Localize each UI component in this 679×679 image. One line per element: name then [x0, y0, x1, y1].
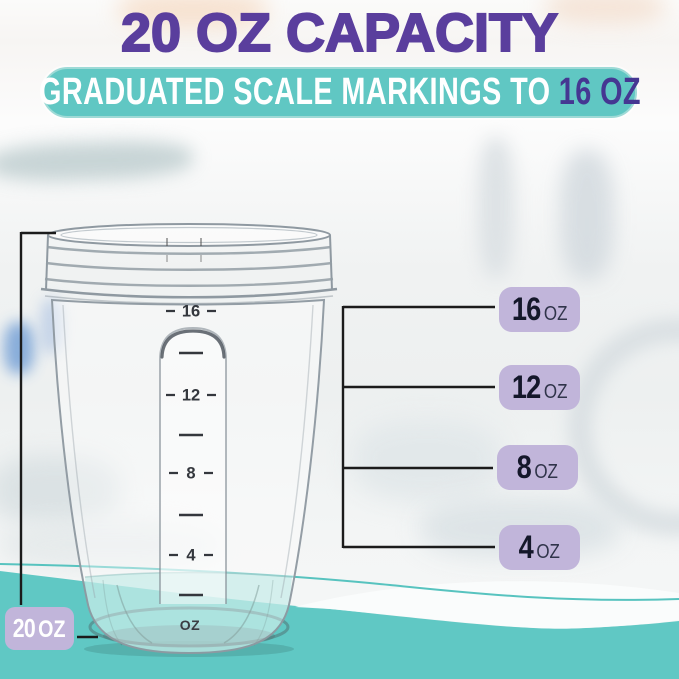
callout-label-4oz: 4 OZ [499, 525, 580, 570]
callout-value: 12 [511, 369, 541, 405]
callout-unit: OZ [543, 303, 568, 325]
page-title: 20 OZ CAPACITY [120, 2, 559, 64]
capacity-value: 20 [13, 613, 36, 643]
callout-content: 12 OZ [512, 369, 568, 406]
background-blur-peach-right [545, 0, 665, 24]
scale-unit-label: OZ [180, 617, 200, 633]
callout-content: 4 OZ [519, 529, 560, 566]
callout-unit: OZ [534, 461, 559, 483]
scale-number-16: 16 [182, 303, 200, 321]
cup-rim-threads [40, 223, 338, 305]
callout-value: 16 [511, 291, 541, 327]
background-blur-pillar-2 [560, 150, 614, 280]
swoosh-white-wave [295, 581, 679, 629]
background-blur-equipment-1 [352, 420, 502, 500]
subtitle-highlight: 16 OZ [558, 71, 641, 113]
scale-number-8: 8 [186, 465, 195, 483]
subtitle-content: GRADUATED SCALE MARKINGS TO 16 OZ [39, 71, 641, 114]
callout-label-16oz: 16 OZ [499, 287, 580, 332]
cup-liquid [84, 571, 293, 653]
measuring-strip [159, 326, 227, 604]
callout-unit: OZ [543, 381, 568, 403]
callout-content: 16 OZ [512, 291, 568, 328]
callout-label-20oz: 20 OZ [5, 607, 74, 650]
callout-value: 8 [516, 449, 532, 485]
background-blur-blue-bottle-2 [40, 298, 62, 354]
scale-markings: 16 12 8 4 OZ [166, 303, 216, 633]
callout-value: 4 [518, 529, 534, 565]
subtitle-text: GRADUATED SCALE MARKINGS TO [38, 71, 550, 113]
callout-label-8oz: 8 OZ [497, 445, 578, 490]
background-blur-peach-left [118, 0, 268, 28]
background-blur-blue-bottle [4, 322, 34, 374]
callout-content: 8 OZ [517, 449, 558, 486]
header: 20 OZ CAPACITY [0, 0, 679, 64]
swoosh-accent-line [0, 563, 679, 601]
subtitle-banner: GRADUATED SCALE MARKINGS TO 16 OZ [39, 67, 640, 118]
capacity-unit: OZ [38, 616, 66, 643]
scale-number-4: 4 [186, 547, 196, 565]
callout-label-12oz: 12 OZ [499, 365, 580, 410]
background-blur-pillar-1 [478, 138, 514, 278]
callout-unit: OZ [536, 541, 561, 563]
callout-content: 20 OZ [13, 613, 66, 644]
scale-number-12: 12 [182, 387, 200, 405]
